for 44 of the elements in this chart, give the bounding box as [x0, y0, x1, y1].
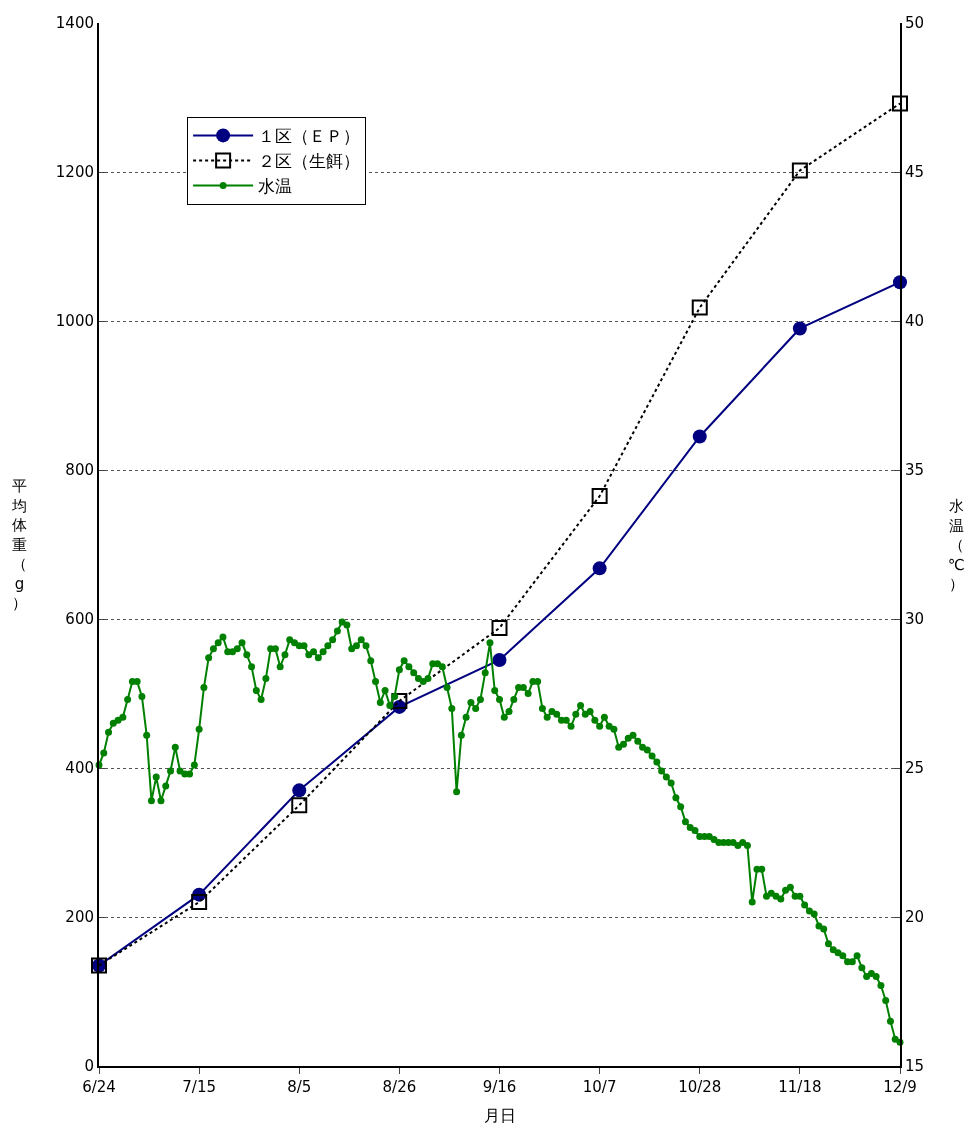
y2-tick-label: 20: [905, 908, 925, 927]
y-tick-label: 200: [65, 908, 94, 927]
legend-label: 水温: [258, 176, 293, 197]
x-tick-label: 12/9: [883, 1078, 917, 1096]
y2-tick-label: 35: [905, 461, 925, 480]
y2-tick-label: 30: [905, 610, 925, 629]
y-tick-label: 1400: [55, 14, 94, 33]
y2-tick-label: 40: [905, 312, 925, 331]
y-tick-label: 1000: [55, 312, 94, 331]
x-tick-label: 8/26: [382, 1078, 417, 1096]
y-tick-label: 800: [65, 461, 94, 480]
x-tick-label: 11/18: [778, 1078, 822, 1096]
x-tick-label: 8/5: [287, 1078, 312, 1096]
point: [791, 162, 808, 179]
point: [592, 561, 607, 576]
x-tick-label: 7/15: [182, 1078, 216, 1096]
y2-tick-label: 50: [905, 14, 925, 33]
y2-tick-label: 45: [905, 163, 925, 182]
y-tick-label: 600: [65, 610, 94, 629]
x-tick-label: 9/16: [482, 1078, 517, 1096]
point: [292, 783, 307, 798]
legend-label: ２区（生餌）: [258, 151, 361, 172]
y-tick-label: 1200: [55, 163, 94, 182]
x-tick-label: 10/7: [582, 1078, 617, 1096]
point: [591, 488, 608, 505]
point: [492, 652, 507, 667]
point: [692, 429, 707, 444]
legend-label: １区（ＥＰ）: [258, 126, 361, 147]
point: [691, 299, 708, 316]
x-tick-label: 6/24: [82, 1078, 116, 1096]
point: [892, 95, 908, 112]
y-tick-label: 400: [65, 759, 94, 778]
y2-tick-label: 15: [905, 1057, 925, 1076]
point: [391, 692, 408, 709]
y-axis-title: 平均体重（g）: [11, 477, 27, 612]
x-tick-label: 10/28: [678, 1078, 722, 1096]
point: [792, 321, 807, 336]
point: [491, 619, 508, 636]
point: [191, 894, 208, 911]
y2-tick-label: 25: [905, 759, 925, 778]
x-axis-title: 月日: [483, 1106, 516, 1126]
y2-axis-title: 水温（℃）: [948, 497, 965, 593]
point: [291, 797, 308, 814]
y-tick-label: 0: [84, 1057, 94, 1076]
